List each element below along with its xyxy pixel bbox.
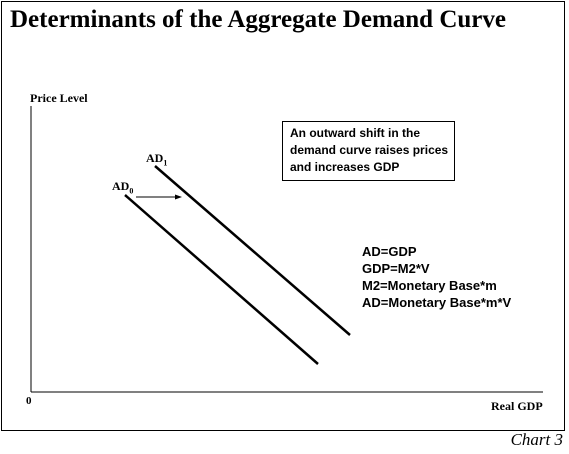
diagram-title: Determinants of the Aggregate Demand Cur…: [10, 6, 506, 33]
equation-line: GDP=M2*V: [362, 261, 430, 276]
ad0-curve: [124, 194, 319, 365]
diagram-frame: [1, 1, 565, 431]
x-axis-label: Real GDP: [491, 399, 543, 413]
ad0-label-subscript: 0: [129, 186, 134, 196]
shift-arrow-head: [175, 194, 182, 200]
ad0-label-main: AD: [112, 179, 130, 193]
chart-caption: Chart 3: [510, 430, 563, 449]
ad1-label: AD1: [146, 151, 167, 167]
ad1-curve: [154, 165, 351, 336]
equation-line: AD=Monetary Base*m*V: [362, 295, 512, 310]
equations-block: AD=GDP GDP=M2*V M2=Monetary Base*m AD=Mo…: [362, 243, 511, 311]
ad1-label-main: AD: [146, 151, 164, 165]
origin-label: 0: [26, 395, 32, 407]
annotation-box: An outward shift in the demand curve rai…: [282, 121, 455, 181]
ad0-label: AD0: [112, 179, 133, 195]
ad1-label-subscript: 1: [163, 158, 168, 168]
equation-line: M2=Monetary Base*m: [362, 278, 497, 293]
y-axis-label: Price Level: [30, 91, 88, 105]
equation-line: AD=GDP: [362, 244, 417, 259]
